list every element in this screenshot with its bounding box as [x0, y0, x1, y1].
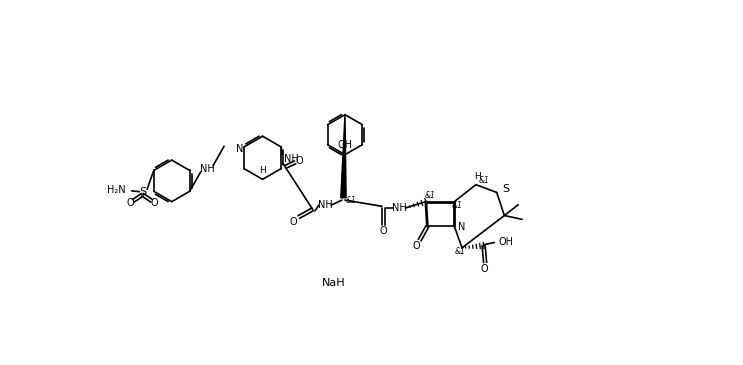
Text: O: O	[413, 241, 421, 250]
Text: O: O	[295, 156, 303, 166]
Text: NaH: NaH	[322, 277, 345, 288]
Text: S: S	[139, 187, 146, 197]
Text: &1: &1	[424, 191, 435, 200]
Polygon shape	[341, 115, 346, 198]
Text: NH: NH	[200, 164, 214, 174]
Text: &1: &1	[478, 176, 489, 185]
Text: &1: &1	[452, 201, 463, 210]
Text: N: N	[458, 222, 466, 232]
Text: H: H	[474, 172, 481, 181]
Text: OH: OH	[499, 237, 514, 247]
Text: OH: OH	[337, 141, 352, 150]
Text: &1: &1	[454, 247, 465, 256]
Text: S: S	[502, 184, 509, 193]
Text: NH: NH	[317, 200, 332, 210]
Text: H₂N: H₂N	[107, 185, 126, 195]
Text: &1: &1	[345, 196, 357, 205]
Text: NH: NH	[285, 154, 299, 164]
Text: O: O	[380, 226, 387, 236]
Text: N: N	[236, 143, 243, 154]
Text: H: H	[259, 166, 266, 175]
Text: O: O	[481, 264, 488, 274]
Text: NH: NH	[392, 203, 406, 213]
Text: O: O	[126, 198, 134, 208]
Text: O: O	[151, 198, 158, 208]
Text: O: O	[290, 217, 297, 227]
